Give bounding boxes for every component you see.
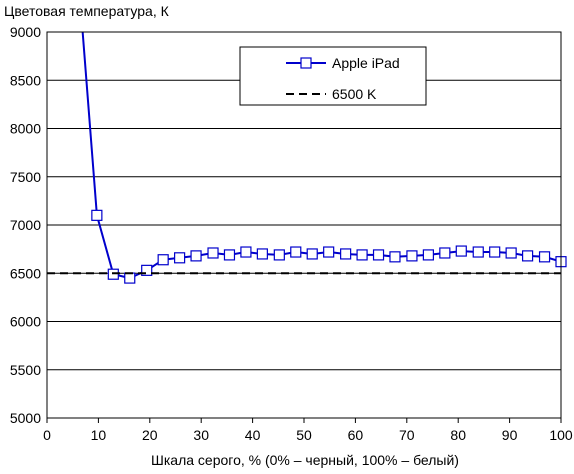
data-point-apple-ipad: [356, 249, 368, 261]
x-tick-label-40: 40: [245, 427, 261, 443]
data-point-apple-ipad: [538, 251, 551, 263]
x-tick-label-80: 80: [450, 427, 466, 443]
data-point-apple-ipad: [406, 250, 418, 262]
y-tick-label-7000: 7000: [10, 217, 41, 233]
x-tick-label-90: 90: [502, 427, 518, 443]
data-point-apple-ipad: [505, 247, 517, 259]
plot-series: [47, 32, 567, 284]
legend: Apple iPad 6500 K: [239, 46, 427, 106]
x-tick-label-70: 70: [399, 427, 415, 443]
x-tick-label-10: 10: [91, 427, 107, 443]
x-tick-label-50: 50: [296, 427, 312, 443]
data-point-apple-ipad: [207, 247, 219, 259]
data-point-apple-ipad: [489, 246, 501, 258]
data-point-apple-ipad: [389, 251, 401, 263]
x-tick-label-100: 100: [549, 427, 573, 443]
y-tick-label-5000: 5000: [10, 410, 41, 426]
data-point-apple-ipad: [157, 254, 169, 266]
data-point-apple-ipad: [439, 247, 451, 259]
y-tick-label-5500: 5500: [10, 362, 41, 378]
y-tick-label-6000: 6000: [10, 314, 41, 330]
series-line-apple-ipad: [81, 32, 561, 280]
data-point-apple-ipad: [174, 252, 186, 264]
data-point-apple-ipad: [240, 246, 252, 258]
y-tick-label-7500: 7500: [10, 169, 41, 185]
data-point-apple-ipad: [124, 272, 136, 284]
data-point-apple-ipad: [256, 248, 268, 260]
data-point-apple-ipad: [290, 246, 302, 258]
data-point-apple-ipad: [91, 209, 103, 221]
y-tick-label-9000: 9000: [10, 24, 41, 40]
legend-label-6500k: 6500 K: [332, 86, 377, 102]
y-tick-label-8500: 8500: [10, 72, 41, 88]
data-point-apple-ipad: [372, 249, 385, 261]
data-point-apple-ipad: [273, 249, 285, 261]
x-tick-label-20: 20: [142, 427, 158, 443]
data-point-apple-ipad: [141, 264, 153, 276]
plot-area-border: [46, 31, 562, 419]
legend-marker-apple-ipad: [300, 57, 312, 69]
data-point-apple-ipad: [223, 249, 236, 261]
data-point-apple-ipad: [323, 246, 335, 258]
data-point-apple-ipad: [306, 248, 318, 260]
y-tick-label-8000: 8000: [10, 121, 41, 137]
y-tick-label-6500: 6500: [10, 265, 41, 281]
data-point-apple-ipad: [190, 250, 202, 262]
data-point-apple-ipad: [472, 246, 484, 258]
data-point-apple-ipad: [340, 248, 352, 260]
legend-label-apple-ipad: Apple iPad: [332, 55, 400, 71]
x-axis-title: Шкала серого, % (0% – черный, 100% – бел…: [151, 452, 459, 468]
x-tick-label-30: 30: [193, 427, 209, 443]
legend-box: [239, 46, 427, 106]
data-point-apple-ipad: [422, 249, 434, 261]
tick-labels: 5000 5500 6000 6500 7000 7500 8000 8500 9000 0 10 2…: [10, 24, 573, 443]
x-tick-label-0: 0: [43, 427, 51, 443]
y-axis-title: Цветовая температура, К: [4, 3, 170, 19]
data-point-apple-ipad: [521, 250, 534, 262]
data-point-apple-ipad: [455, 245, 467, 257]
x-tick-label-60: 60: [348, 427, 364, 443]
